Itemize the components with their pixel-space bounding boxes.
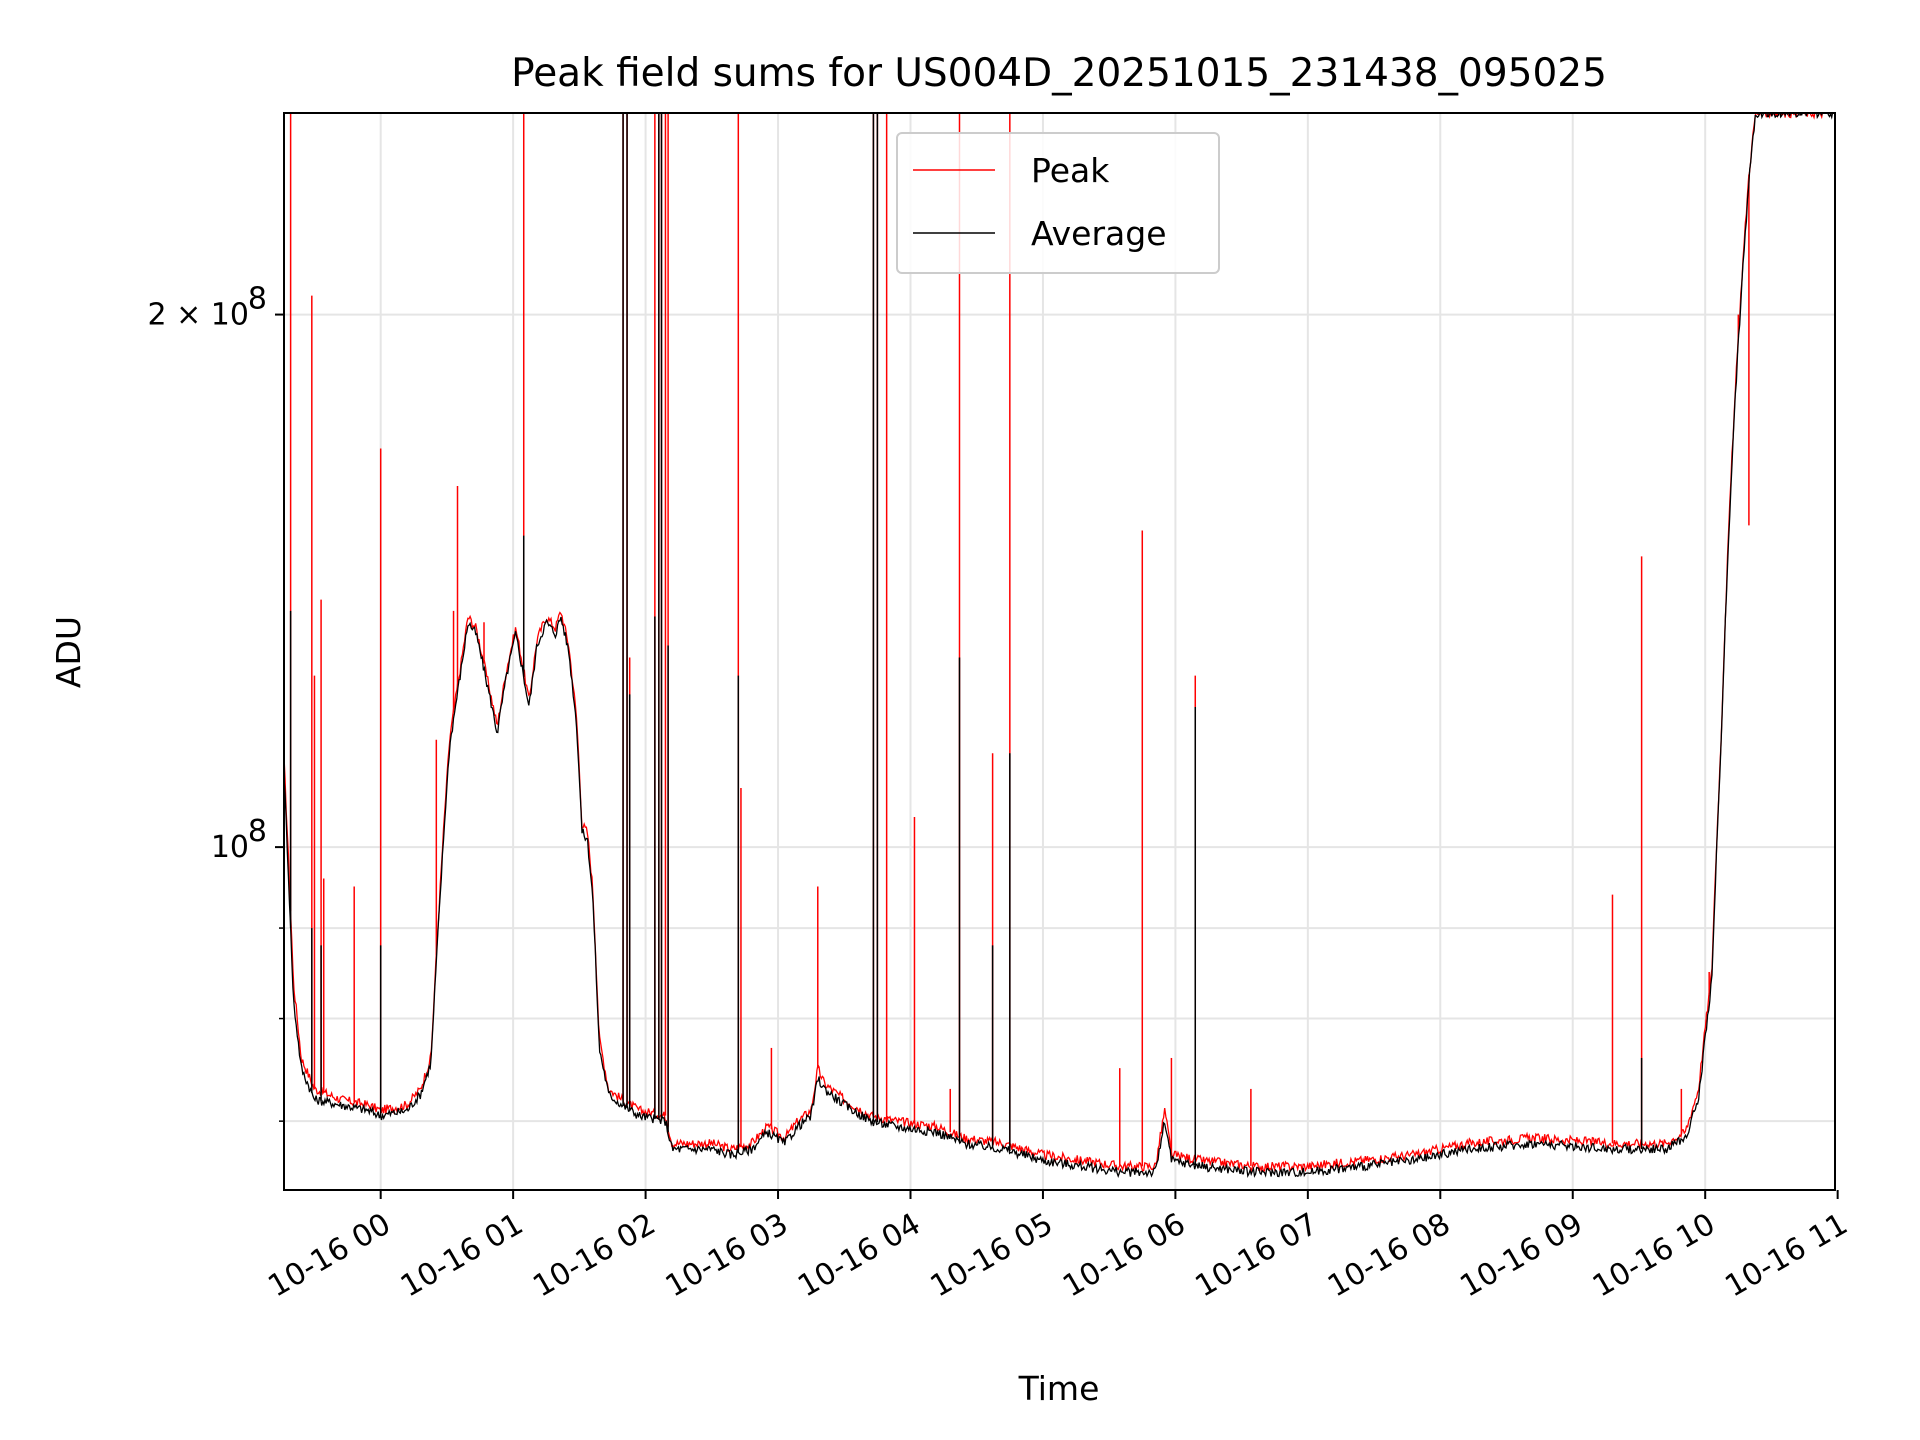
legend-average-label: Average <box>1031 214 1167 253</box>
y-axis-label: ADU <box>49 616 88 688</box>
legend: Peak Average <box>896 132 1220 274</box>
grid <box>284 113 1835 1190</box>
plot-area <box>284 113 1835 1179</box>
y-tick-label: 2 × 10 <box>148 298 249 333</box>
axes-frame <box>283 112 1836 1191</box>
legend-peak-label: Peak <box>1031 151 1110 190</box>
series-line-peak <box>284 113 1835 1173</box>
x-axis-label: Time <box>1018 1369 1100 1408</box>
series-line-average <box>284 113 1835 1179</box>
y-tick-exponent: 8 <box>248 282 267 317</box>
y-tick-label: 10 <box>211 830 249 865</box>
legend-box <box>896 132 1220 274</box>
chart-title: Peak field sums for US004D_20251015_2314… <box>511 51 1607 96</box>
y-tick-exponent: 8 <box>248 814 267 849</box>
